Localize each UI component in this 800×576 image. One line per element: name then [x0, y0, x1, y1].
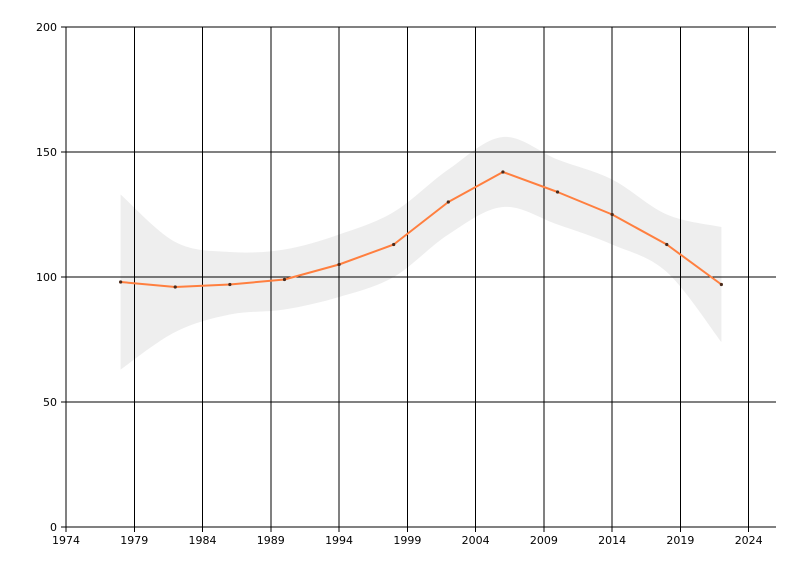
data-point	[173, 285, 177, 289]
data-point	[555, 190, 560, 194]
y-tick-label: 0	[50, 521, 57, 534]
y-tick-label: 50	[43, 396, 57, 409]
x-tick-label: 1974	[52, 534, 80, 547]
data-point	[337, 262, 341, 267]
data-point	[665, 242, 669, 247]
confidence-band	[120, 136, 722, 370]
tick-label-layer: 1974 1979 1984 1989 1994 1999 2004 2009 2014 2019…	[36, 21, 763, 547]
x-tick-label: 2009	[530, 534, 558, 547]
data-point	[119, 280, 123, 284]
data-point	[392, 242, 396, 247]
data-point	[446, 200, 450, 204]
y-tick-label: 100	[36, 271, 57, 284]
x-tick-label: 2014	[598, 534, 626, 547]
x-tick-label: 1994	[325, 534, 353, 547]
y-tick-label: 150	[36, 146, 57, 159]
data-point	[282, 277, 287, 282]
x-tick-label: 2019	[666, 534, 694, 547]
y-tick-label: 200	[36, 21, 57, 34]
data-point	[719, 282, 723, 287]
grid-layer	[66, 26, 776, 527]
x-tick-label: 2004	[462, 534, 490, 547]
data-point	[501, 170, 505, 174]
x-tick-label: 1984	[189, 534, 217, 547]
series-layer	[119, 170, 723, 289]
data-point	[228, 282, 232, 287]
x-tick-label: 1989	[257, 534, 285, 547]
series-line-0	[120, 171, 722, 288]
x-tick-label: 1999	[393, 534, 421, 547]
data-point	[610, 212, 614, 217]
confidence-band-layer	[120, 136, 722, 370]
x-tick-label: 2024	[735, 534, 763, 547]
axis-layer	[61, 26, 776, 532]
x-tick-label: 1979	[120, 534, 148, 547]
